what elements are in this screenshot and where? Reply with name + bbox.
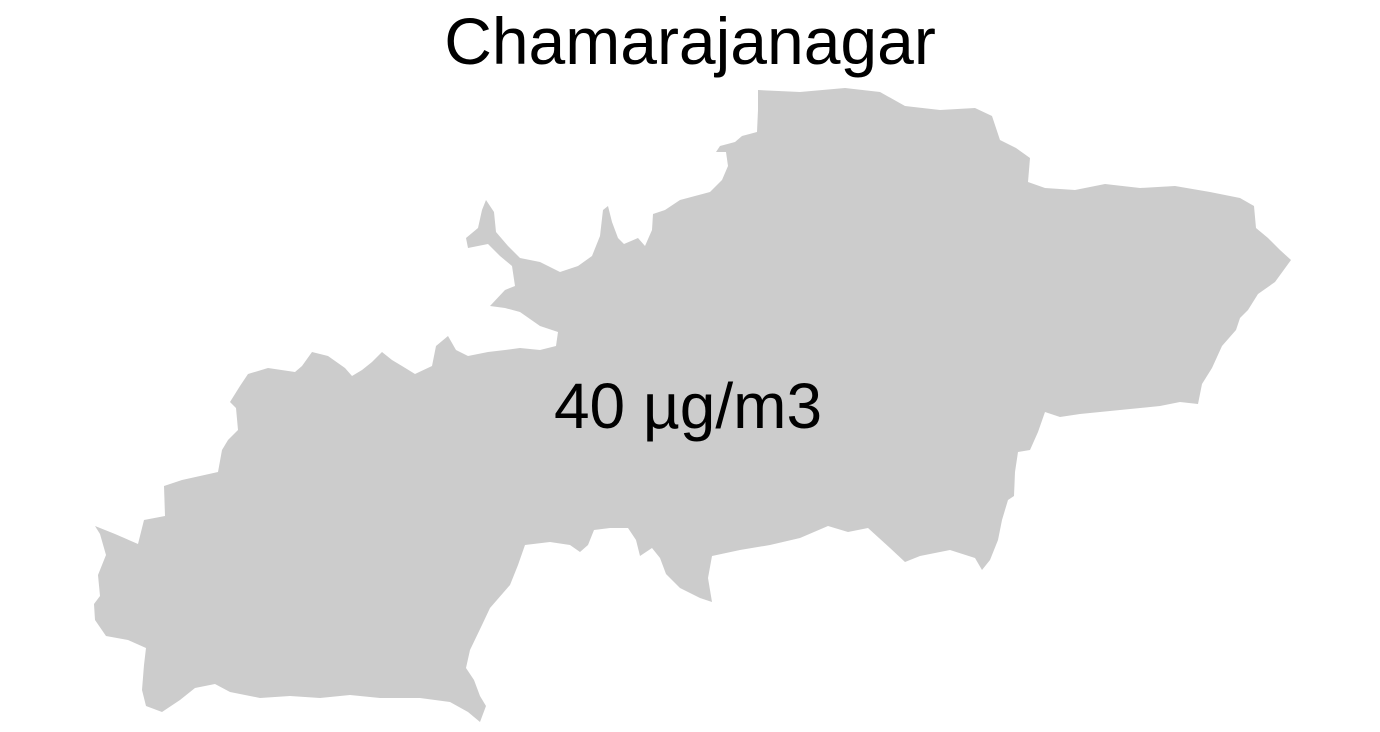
- pollution-value-label: 40 µg/m3: [553, 370, 823, 442]
- district-region: [94, 88, 1291, 722]
- map-title: Chamarajanagar: [444, 4, 936, 78]
